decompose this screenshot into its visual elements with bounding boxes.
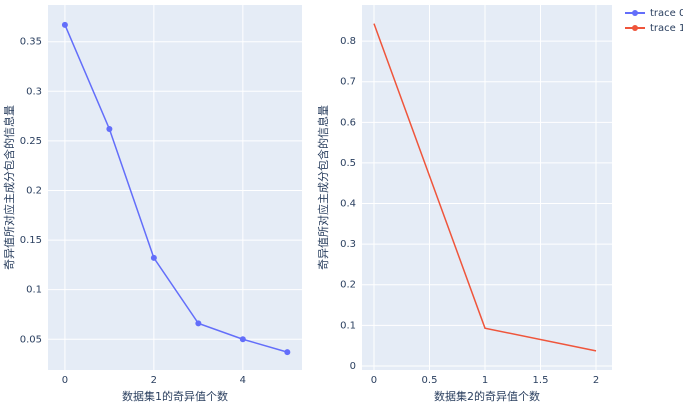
y-tick-label: 0.1 <box>340 320 356 331</box>
y-axis-title: 奇异值所对应主成分包含的信息量 <box>2 105 16 270</box>
y-tick-label: 0.1 <box>26 285 42 296</box>
x-tick-label: 2 <box>593 375 599 386</box>
y-tick-label: 0.3 <box>26 86 42 97</box>
x-axis-title: 数据集1的奇异值个数 <box>122 389 228 403</box>
plot-area <box>362 5 612 370</box>
y-axis-title: 奇异值所对应主成分包含的信息量 <box>316 105 330 270</box>
legend-label[interactable]: trace 0 <box>650 8 683 19</box>
y-tick-label: 0.35 <box>20 37 42 48</box>
x-axis-title: 数据集2的奇异值个数 <box>434 389 540 403</box>
x-tick-label: 0 <box>371 375 377 386</box>
y-tick-label: 0 <box>350 361 356 372</box>
y-tick-label: 0.4 <box>340 199 356 210</box>
y-tick-label: 0.2 <box>340 280 356 291</box>
x-tick-label: 0 <box>62 375 68 386</box>
point <box>284 349 291 356</box>
y-tick-label: 0.15 <box>20 235 42 246</box>
series-line <box>64 24 288 353</box>
x-tick-label: 1 <box>482 375 488 386</box>
y-tick-label: 0.2 <box>26 185 42 196</box>
point <box>239 336 246 343</box>
y-tick-label: 0.3 <box>340 239 356 250</box>
y-tick-label: 0.05 <box>20 334 42 345</box>
x-tick-label: 2 <box>151 375 157 386</box>
point <box>150 254 157 261</box>
y-tick-label: 0.8 <box>340 36 356 47</box>
y-tick-label: 0.25 <box>20 136 42 147</box>
x-tick-label: 0.5 <box>422 375 438 386</box>
legend-label[interactable]: trace 1 <box>650 23 683 34</box>
x-tick-label: 1.5 <box>533 375 549 386</box>
x-tick-label: 4 <box>240 375 246 386</box>
series-line <box>373 23 597 352</box>
legend-marker[interactable] <box>632 25 638 31</box>
plot-area <box>48 5 302 370</box>
y-tick-label: 0.7 <box>340 77 356 88</box>
y-tick-label: 0.6 <box>340 117 356 128</box>
point <box>195 320 202 327</box>
legend-marker[interactable] <box>632 10 638 16</box>
y-tick-label: 0.5 <box>340 158 356 169</box>
point <box>106 125 113 132</box>
point <box>61 21 68 28</box>
